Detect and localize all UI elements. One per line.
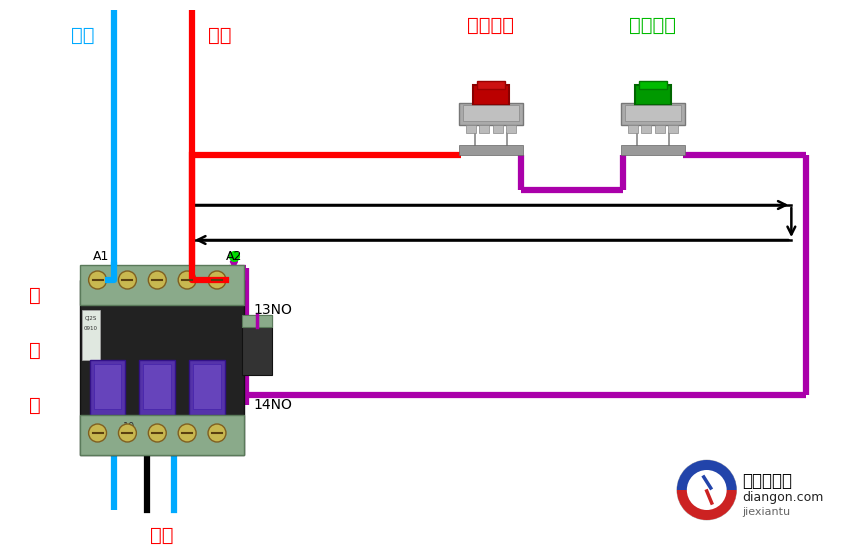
Text: CJ2S: CJ2S — [85, 316, 96, 321]
Bar — [109, 420, 239, 440]
Bar — [628, 125, 638, 133]
Text: diangon.com: diangon.com — [743, 492, 824, 504]
Bar — [463, 105, 519, 121]
Bar — [477, 81, 505, 89]
Text: 停止按钮: 停止按钮 — [467, 15, 514, 34]
Bar — [143, 364, 171, 409]
Text: 火线: 火线 — [208, 25, 232, 44]
Circle shape — [118, 271, 136, 289]
Text: A1: A1 — [93, 251, 110, 263]
Circle shape — [148, 271, 166, 289]
Circle shape — [179, 424, 196, 442]
Text: 启动按钮: 启动按钮 — [629, 15, 677, 34]
Bar — [506, 125, 515, 133]
Bar — [459, 103, 523, 125]
Bar — [473, 85, 508, 105]
Bar — [242, 315, 272, 327]
Text: 13NO: 13NO — [254, 303, 293, 317]
Bar — [492, 125, 503, 133]
Text: 接: 接 — [29, 285, 41, 305]
Bar — [639, 81, 667, 89]
Text: 10: 10 — [124, 422, 135, 432]
Bar — [479, 125, 489, 133]
Text: 零线: 零线 — [71, 25, 95, 44]
Text: 器: 器 — [29, 395, 41, 415]
Bar — [242, 315, 272, 375]
Bar — [635, 85, 671, 105]
Text: 电工学习网: 电工学习网 — [743, 472, 793, 490]
Circle shape — [208, 424, 226, 442]
Bar — [80, 415, 244, 455]
Text: 触: 触 — [29, 341, 41, 359]
Bar — [193, 364, 221, 409]
Circle shape — [677, 460, 737, 520]
Bar — [655, 125, 665, 133]
Circle shape — [208, 271, 226, 289]
Bar — [466, 125, 475, 133]
Bar — [459, 145, 523, 155]
Bar — [81, 310, 100, 360]
Bar — [190, 360, 225, 415]
Bar — [625, 105, 681, 121]
Bar — [668, 125, 678, 133]
Circle shape — [687, 470, 727, 510]
FancyBboxPatch shape — [80, 280, 244, 455]
Text: jiexiantu: jiexiantu — [743, 507, 791, 517]
Text: 14NO: 14NO — [254, 398, 293, 412]
Circle shape — [89, 424, 107, 442]
Text: 负载: 负载 — [150, 525, 173, 545]
Text: A2: A2 — [226, 251, 242, 263]
Circle shape — [118, 424, 136, 442]
Circle shape — [148, 424, 166, 442]
Bar — [90, 360, 125, 415]
Bar — [80, 265, 244, 305]
Bar — [94, 364, 122, 409]
Bar — [140, 360, 175, 415]
Wedge shape — [677, 460, 737, 490]
Bar — [621, 103, 685, 125]
Bar — [641, 125, 651, 133]
Wedge shape — [677, 490, 737, 520]
Text: 0910: 0910 — [84, 326, 97, 331]
Bar — [621, 145, 685, 155]
Circle shape — [179, 271, 196, 289]
Circle shape — [89, 271, 107, 289]
